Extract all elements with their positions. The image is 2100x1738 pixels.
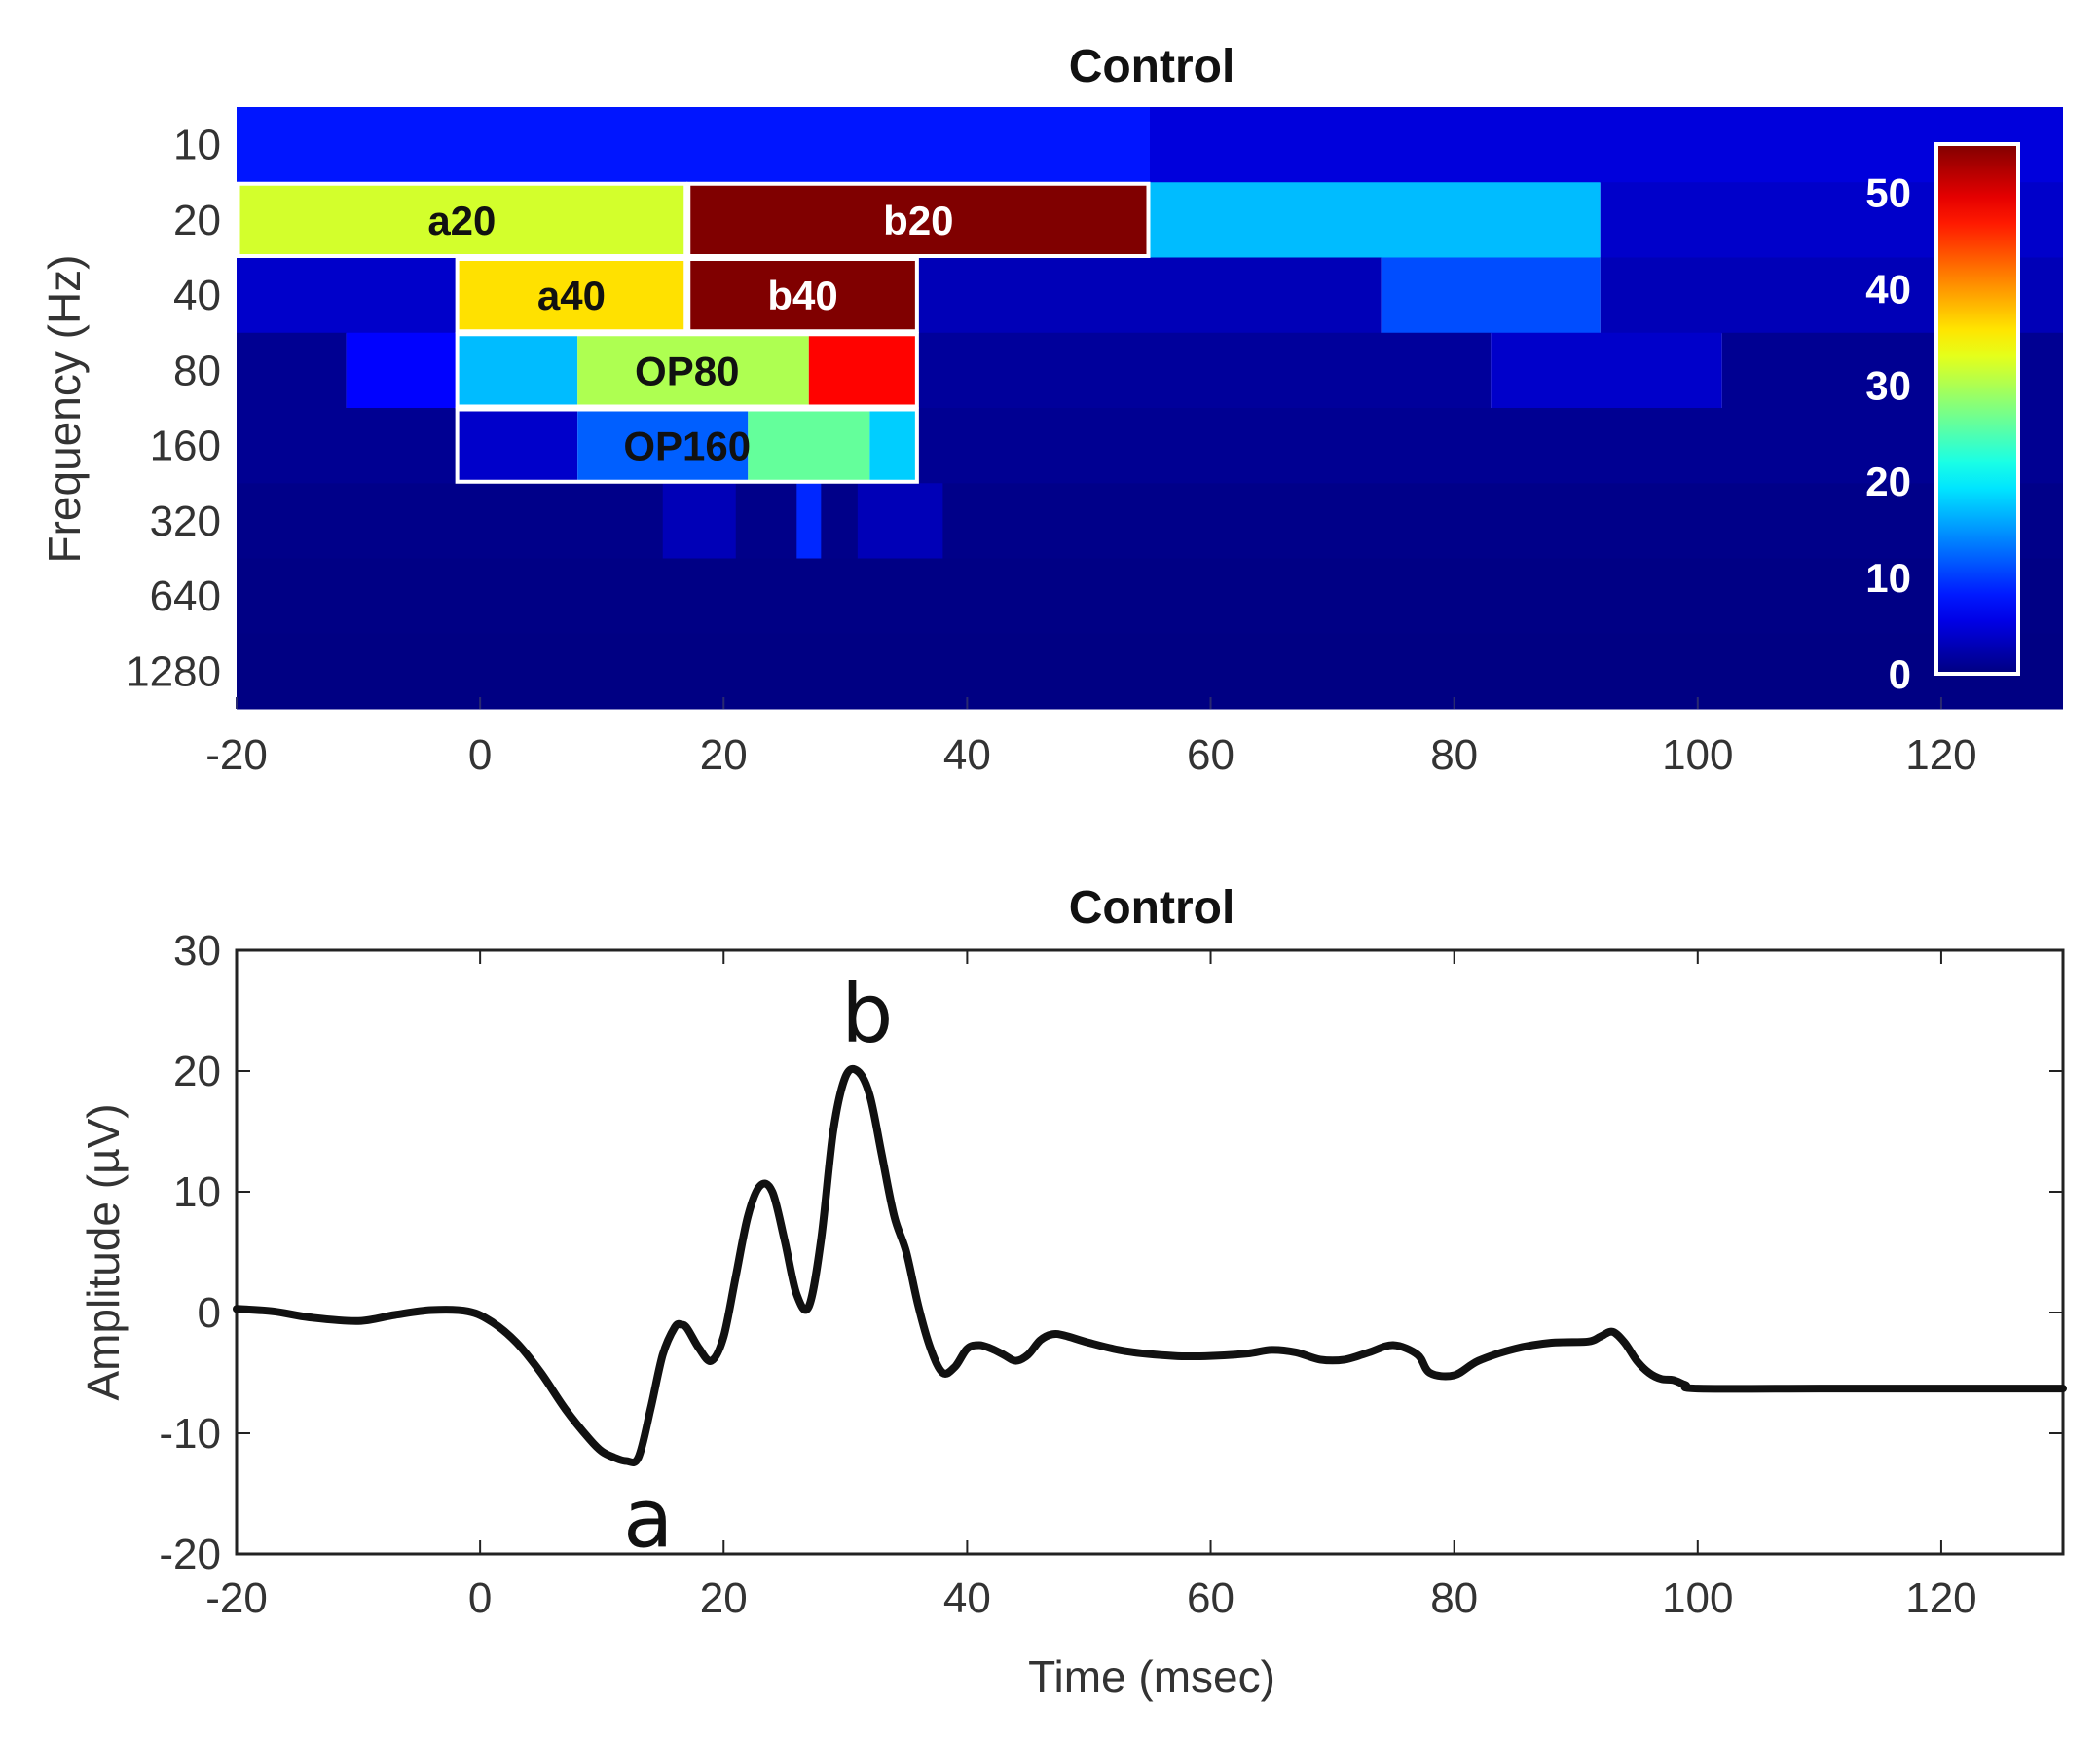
heatmap-cell xyxy=(237,182,687,258)
line-x-tick-label: 100 xyxy=(1662,1574,1733,1622)
heatmap-cell xyxy=(237,558,2063,635)
heatmap-x-tick-label: 0 xyxy=(468,731,492,779)
line-y-tick-label: -20 xyxy=(159,1531,221,1578)
heatmap-y-tick-label: 80 xyxy=(173,347,221,394)
heatmap-y-tick-label: 320 xyxy=(150,498,221,545)
heatmap-x-tick-label: 40 xyxy=(943,731,991,779)
colorbar-tick-label: 40 xyxy=(1865,266,1911,312)
colorbar-tick-label: 0 xyxy=(1889,651,1911,697)
line-x-tick-label: -20 xyxy=(205,1574,268,1622)
heatmap-y-ticks: 10 20 40 80 160 320 640 1280 xyxy=(126,122,221,696)
heatmap-x-tick-label: 20 xyxy=(700,731,748,779)
peak-label-b: b xyxy=(841,966,893,1061)
colorbar-gradient xyxy=(1934,142,2020,676)
heatmap-x-ticks: -20 0 20 40 60 80 100 120 xyxy=(205,697,1977,779)
colorbar-tick-label: 20 xyxy=(1865,459,1911,504)
heatmap-x-tick-label: 100 xyxy=(1662,731,1733,779)
heatmap-cell xyxy=(237,257,457,334)
line-ticks: -20 0 20 40 60 80 100 120 -20 -10 0 10 20 30 xyxy=(159,927,2063,1622)
box-a20 xyxy=(236,181,688,258)
heatmap-cell xyxy=(748,408,870,484)
heatmap-cell xyxy=(808,332,919,409)
heatmap-cell xyxy=(456,332,578,409)
heatmap-cell xyxy=(577,408,749,484)
line-x-tick-label: 20 xyxy=(700,1574,748,1622)
box-label-b40: b40 xyxy=(767,273,837,318)
heatmap-cell xyxy=(456,408,578,484)
box-op80 xyxy=(455,332,919,409)
heatmap-x-tick-label: 120 xyxy=(1905,731,1976,779)
heatmap-cell xyxy=(918,257,1382,334)
heatmap-x-tick-label: 80 xyxy=(1430,731,1478,779)
line-y-axis-label: Amplitude (µV) xyxy=(78,1103,129,1400)
heatmap-cell xyxy=(237,483,2063,559)
heatmap-x-tick-label: 60 xyxy=(1187,731,1234,779)
peak-label-a: a xyxy=(623,1471,673,1567)
colorbar-tick-label: 10 xyxy=(1865,555,1911,601)
line-y-tick-label: 0 xyxy=(198,1289,221,1337)
box-label-op80: OP80 xyxy=(635,348,739,393)
line-x-tick-label: 60 xyxy=(1187,1574,1234,1622)
heatmap-boxes: a20 b20 a40 b40 OP80 OP160 xyxy=(236,181,1151,484)
heatmap-y-tick-label: 640 xyxy=(150,573,221,620)
amplitude-series-line xyxy=(233,1064,2067,1466)
heatmap-cell xyxy=(237,332,347,409)
heatmap-cell xyxy=(918,408,2064,484)
line-plot-frame xyxy=(235,948,2065,1556)
heatmap-cell xyxy=(1150,107,2063,183)
heatmap-y-tick-label: 1280 xyxy=(126,647,221,695)
line-y-tick-label: -10 xyxy=(159,1410,221,1458)
line-x-tick-label: 120 xyxy=(1905,1574,1976,1622)
heatmap-cell xyxy=(869,408,919,484)
heatmap-y-tick-label: 40 xyxy=(173,272,221,319)
heatmap-y-tick-label: 20 xyxy=(173,197,221,244)
heatmap-cell xyxy=(346,332,457,409)
heatmap-cell xyxy=(1491,332,1722,409)
heatmap-cell xyxy=(857,483,943,559)
heatmap-cell xyxy=(686,182,1150,258)
box-label-a20: a20 xyxy=(427,198,496,243)
box-op160 xyxy=(455,407,919,484)
heatmap-cell xyxy=(456,257,687,334)
heatmap-y-tick-label: 10 xyxy=(173,122,221,169)
line-x-axis-label: Time (msec) xyxy=(1028,1651,1275,1702)
line-title: Control xyxy=(1069,882,1235,934)
line-x-tick-label: 80 xyxy=(1430,1574,1478,1622)
heatmap-cell xyxy=(662,483,736,559)
box-b40 xyxy=(686,257,919,334)
heatmap-cell xyxy=(1381,257,1601,334)
box-label-op160: OP160 xyxy=(623,424,751,469)
heatmap-cells xyxy=(237,107,2064,710)
heatmap-cell xyxy=(237,633,2063,710)
box-a40 xyxy=(455,257,688,334)
line-annotations: ab xyxy=(623,966,894,1567)
heatmap-cell xyxy=(237,107,1150,183)
heatmap-x-tick-label: -20 xyxy=(205,731,268,779)
line-x-tick-label: 40 xyxy=(943,1574,991,1622)
line-x-tick-label: 0 xyxy=(468,1574,492,1622)
heatmap-cell xyxy=(577,332,809,409)
line-y-tick-label: 30 xyxy=(173,927,221,975)
colorbar-tick-label: 30 xyxy=(1865,362,1911,408)
box-label-a40: a40 xyxy=(537,273,606,318)
box-b20 xyxy=(686,181,1151,258)
heatmap-cell xyxy=(796,483,822,559)
box-label-b20: b20 xyxy=(883,198,953,243)
heatmap-cell xyxy=(237,408,457,484)
heatmap-panel: Control a20 b20 a40 b40 OP80 OP160 0 10 20 30 40 5… xyxy=(39,41,2064,779)
heatmap-cell xyxy=(686,257,919,334)
line-y-tick-label: 20 xyxy=(173,1048,221,1095)
line-y-tick-label: 10 xyxy=(173,1168,221,1216)
heatmap-cell xyxy=(1150,182,1601,258)
heatmap-title: Control xyxy=(1069,41,1235,92)
colorbar: 0 10 20 30 40 50 xyxy=(1865,142,2020,697)
heatmap-y-axis-label: Frequency (Hz) xyxy=(39,255,90,564)
line-panel: Control -20 0 20 40 60 80 100 120-20-100102030 … xyxy=(78,882,2067,1702)
colorbar-tick-label: 50 xyxy=(1865,169,1911,215)
heatmap-y-tick-label: 160 xyxy=(150,423,221,470)
heatmap-cell xyxy=(918,332,1492,409)
